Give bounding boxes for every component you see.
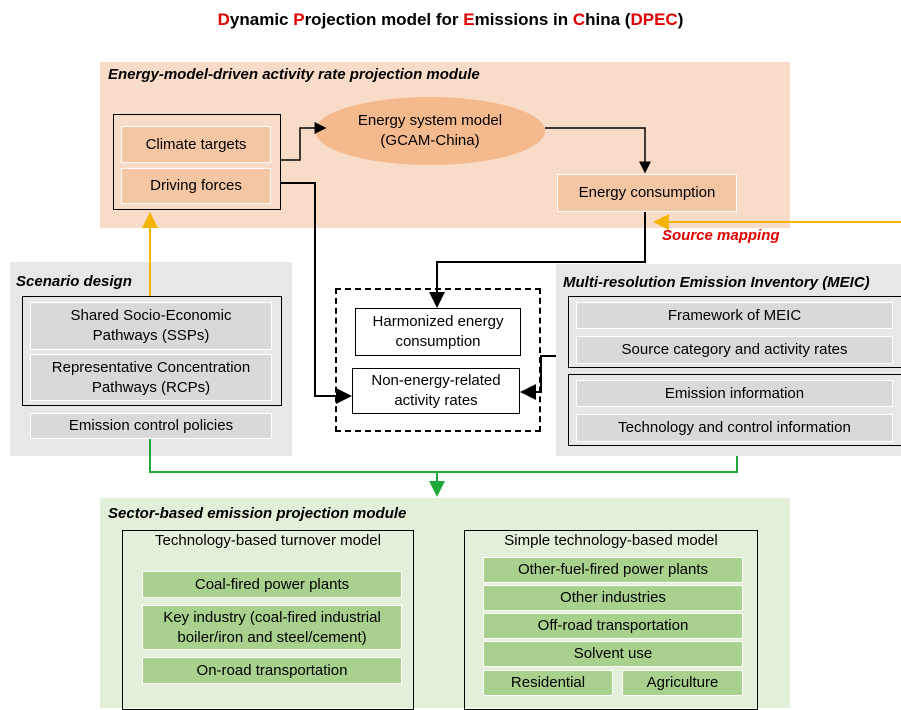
arrow [545, 127, 651, 174]
turnover-line: Key industry (coal-fired industrial [163, 608, 381, 626]
non-energy: Non-energy-related activity rates [352, 368, 520, 414]
input-text: Climate targets [145, 135, 247, 153]
meic-item: Technology and control information [576, 414, 893, 442]
pathway-line: Pathways (RCPs) [91, 378, 211, 396]
harmonized-line: consumption [395, 333, 481, 350]
input: Driving forces [121, 168, 271, 204]
output-text: Energy consumption [578, 184, 716, 201]
simple-title: Simple technology-based model [504, 532, 718, 549]
title-part: ) [677, 10, 684, 29]
turnover-item: Key industry (coal-fired industrial boile… [142, 605, 402, 650]
turnover-line: Coal-fired power plants [194, 575, 350, 593]
simple-item: Other industries [483, 585, 743, 611]
title: Dynamic Projection model for Emissions i… [0, 10, 901, 30]
policies-text: Emission control policies [68, 417, 234, 434]
arrow [281, 122, 327, 161]
energy-model: Energy system model (GCAM-China) [315, 97, 545, 165]
title-part: D [217, 10, 230, 29]
input-text: Driving forces [150, 177, 242, 194]
pathway-line: Shared Socio-Economic [70, 307, 232, 324]
arrow [520, 355, 556, 400]
simple-item: Solvent use [483, 641, 743, 667]
scenario-title: Scenario design [16, 273, 132, 290]
policies: Emission control policies [30, 413, 272, 439]
energy-consumption: Energy consumption [557, 174, 737, 212]
title-part: rojection model for [304, 10, 464, 29]
harmonized-line: Harmonized energy [372, 313, 504, 330]
title-part: DPEC [630, 10, 678, 29]
harmonized: Harmonized energy consumption [355, 308, 521, 356]
title-part: ynamic [229, 10, 294, 29]
title-part: hina ( [585, 10, 631, 29]
meic-text: Emission information [664, 384, 805, 402]
turnover-line: On-road transportation [196, 661, 348, 679]
turnover-item: Coal-fired power plants [142, 571, 402, 598]
turnover-line: boiler/iron and steel/cement) [177, 628, 367, 646]
meic-item: Emission information [576, 380, 893, 407]
title-part: P [293, 10, 305, 29]
pathway-line: Pathways (SSPs) [92, 327, 210, 344]
meic-title: Multi-resolution Emission Inventory (MEI… [563, 274, 870, 291]
pathways-box [22, 296, 282, 406]
arrow [429, 212, 646, 308]
meic-group [568, 296, 901, 368]
model-line: (GCAM-China) [380, 132, 480, 149]
turnover-item: On-road transportation [142, 657, 402, 684]
title-part: C [572, 10, 586, 29]
simple-item: Agriculture [622, 670, 743, 696]
title-part: missions in [474, 10, 573, 29]
meic-text: Technology and control information [618, 419, 851, 436]
meic-text: Framework of MEIC [667, 306, 802, 324]
model-line: Energy system model [357, 112, 503, 129]
inputs-box [113, 114, 281, 210]
title-part: E [463, 10, 475, 29]
sector-title: Sector-based emission projection module [108, 505, 407, 522]
arrow [281, 182, 352, 404]
meic-item: Source category and activity rates [576, 336, 893, 364]
meic-text: Source category and activity rates [621, 341, 848, 358]
non-energy-line: activity rates [394, 392, 478, 409]
energy-module-title: Energy-model-driven activity rate projec… [108, 66, 480, 83]
turnover-title: Technology-based turnover model [155, 532, 381, 549]
input: Climate targets [121, 126, 271, 163]
arrow [149, 439, 738, 473]
meic-item: Framework of MEIC [576, 302, 893, 329]
pathway-line: Representative Concentration [51, 358, 251, 376]
simple-item: Off-road transportation [483, 613, 743, 639]
source-mapping: Source mapping [662, 227, 780, 244]
meic-group [568, 374, 901, 446]
non-energy-line: Non-energy-related [371, 372, 501, 389]
pathway: Representative Concentration Pathways (RC… [30, 354, 272, 401]
pathway: Shared Socio-Economic Pathways (SSPs) [30, 302, 272, 350]
simple-item: Other-fuel-fired power plants [483, 557, 743, 583]
simple-item: Residential [483, 670, 613, 696]
